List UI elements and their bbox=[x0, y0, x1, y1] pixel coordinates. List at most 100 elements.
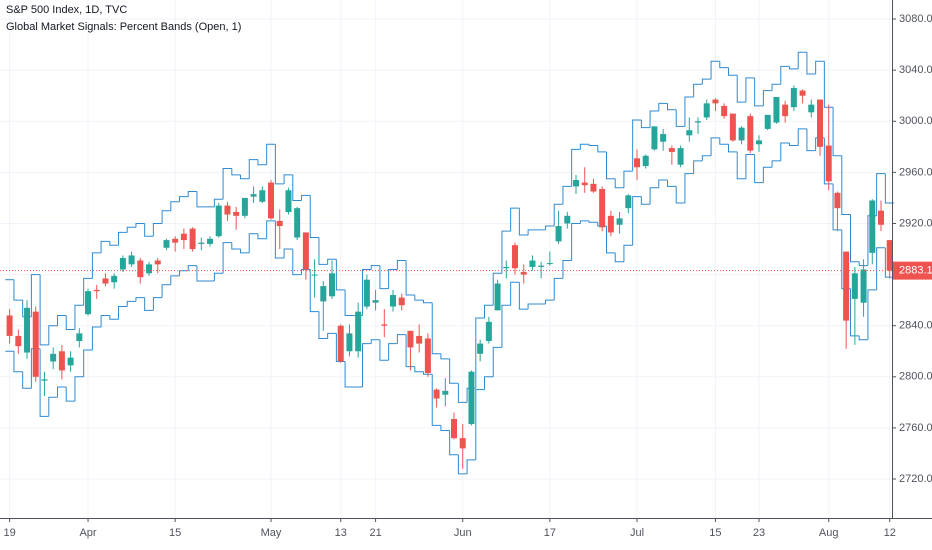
x-tick-label: 13 bbox=[335, 527, 347, 539]
candle-body bbox=[390, 295, 397, 307]
band-step bbox=[684, 96, 694, 127]
band-step bbox=[30, 274, 41, 317]
band-step bbox=[614, 252, 624, 263]
band-step bbox=[780, 65, 790, 85]
band-step bbox=[736, 75, 746, 103]
band-step bbox=[257, 233, 267, 240]
candle-body bbox=[695, 121, 702, 123]
x-tick-label: 17 bbox=[544, 527, 556, 539]
band-step bbox=[118, 306, 128, 320]
band-step bbox=[431, 374, 441, 426]
band-step bbox=[815, 60, 825, 74]
candle-body bbox=[494, 283, 501, 311]
band-step bbox=[379, 339, 389, 361]
band-step bbox=[423, 371, 433, 375]
band-step bbox=[283, 248, 293, 258]
band-step bbox=[492, 272, 502, 306]
y-tick-label: 2920.0 bbox=[899, 217, 932, 229]
band-step bbox=[118, 231, 128, 246]
candle-body bbox=[189, 228, 196, 250]
candle-body bbox=[703, 103, 710, 118]
band-step bbox=[318, 237, 328, 265]
candle-body bbox=[15, 335, 22, 347]
band-step bbox=[484, 304, 494, 319]
band-step bbox=[248, 159, 258, 179]
band-step bbox=[100, 314, 110, 327]
candle-body bbox=[477, 343, 484, 354]
candle-body bbox=[851, 273, 858, 299]
x-tick-label: 15 bbox=[709, 527, 721, 539]
band-step bbox=[396, 334, 407, 344]
band-step bbox=[492, 346, 502, 377]
candle-body bbox=[32, 311, 39, 377]
band-step bbox=[179, 196, 189, 202]
x-tick-label: 12 bbox=[884, 527, 896, 539]
candle-body bbox=[634, 158, 641, 168]
candle-body bbox=[869, 200, 876, 253]
candle-body bbox=[329, 273, 336, 297]
y-tick-label: 3000.0 bbox=[899, 115, 932, 127]
band-step bbox=[48, 396, 58, 417]
candle-body bbox=[285, 190, 292, 212]
band-step bbox=[858, 335, 868, 341]
band-step bbox=[344, 289, 354, 316]
candle-body bbox=[355, 311, 362, 352]
band-step bbox=[240, 174, 250, 180]
candle-body bbox=[137, 260, 144, 278]
candle-body bbox=[58, 351, 65, 371]
band-step bbox=[266, 143, 276, 165]
candle-body bbox=[85, 291, 92, 315]
band-step bbox=[701, 155, 712, 161]
band-step bbox=[91, 252, 102, 279]
band-step bbox=[144, 297, 154, 311]
plot bbox=[0, 51, 895, 475]
band-step bbox=[405, 260, 415, 296]
candle-body bbox=[276, 220, 283, 227]
band-step bbox=[745, 77, 755, 103]
band-step bbox=[292, 174, 302, 201]
candle-body bbox=[424, 338, 431, 373]
band-step bbox=[762, 90, 773, 106]
band-step bbox=[797, 51, 807, 69]
band-step bbox=[850, 214, 860, 263]
candle-body bbox=[224, 205, 231, 215]
band-step bbox=[867, 289, 877, 340]
band-step bbox=[501, 230, 511, 274]
candle-body bbox=[860, 269, 867, 303]
band-step bbox=[196, 265, 206, 282]
candle-body bbox=[111, 275, 118, 283]
band-step bbox=[806, 128, 816, 152]
band-step bbox=[510, 281, 520, 306]
band-step bbox=[222, 168, 232, 200]
band-step bbox=[553, 203, 563, 227]
band-step bbox=[13, 279, 23, 301]
x-tick-label: 23 bbox=[753, 527, 765, 539]
x-tick-label: Jun bbox=[454, 527, 472, 539]
last-price-box bbox=[893, 261, 932, 280]
band-step bbox=[571, 222, 581, 261]
band-step bbox=[632, 196, 642, 246]
candle-body bbox=[102, 278, 109, 284]
band-step bbox=[170, 201, 180, 211]
candle-body bbox=[686, 130, 693, 136]
band-step bbox=[789, 142, 799, 147]
band-step bbox=[701, 78, 712, 85]
candle-body bbox=[363, 279, 370, 307]
band-step bbox=[292, 249, 302, 276]
band-step bbox=[135, 222, 145, 228]
band-step bbox=[379, 265, 389, 290]
band-step bbox=[518, 208, 529, 236]
band-step bbox=[187, 265, 197, 271]
candle-body bbox=[451, 418, 458, 439]
candle-body bbox=[712, 99, 719, 104]
candle-body bbox=[607, 215, 614, 233]
band-step bbox=[309, 195, 319, 239]
band-step bbox=[414, 295, 424, 301]
band-step bbox=[327, 332, 337, 339]
candle-body bbox=[660, 134, 667, 142]
band-step bbox=[48, 325, 58, 345]
band-step bbox=[431, 302, 441, 355]
band-step bbox=[649, 110, 659, 128]
